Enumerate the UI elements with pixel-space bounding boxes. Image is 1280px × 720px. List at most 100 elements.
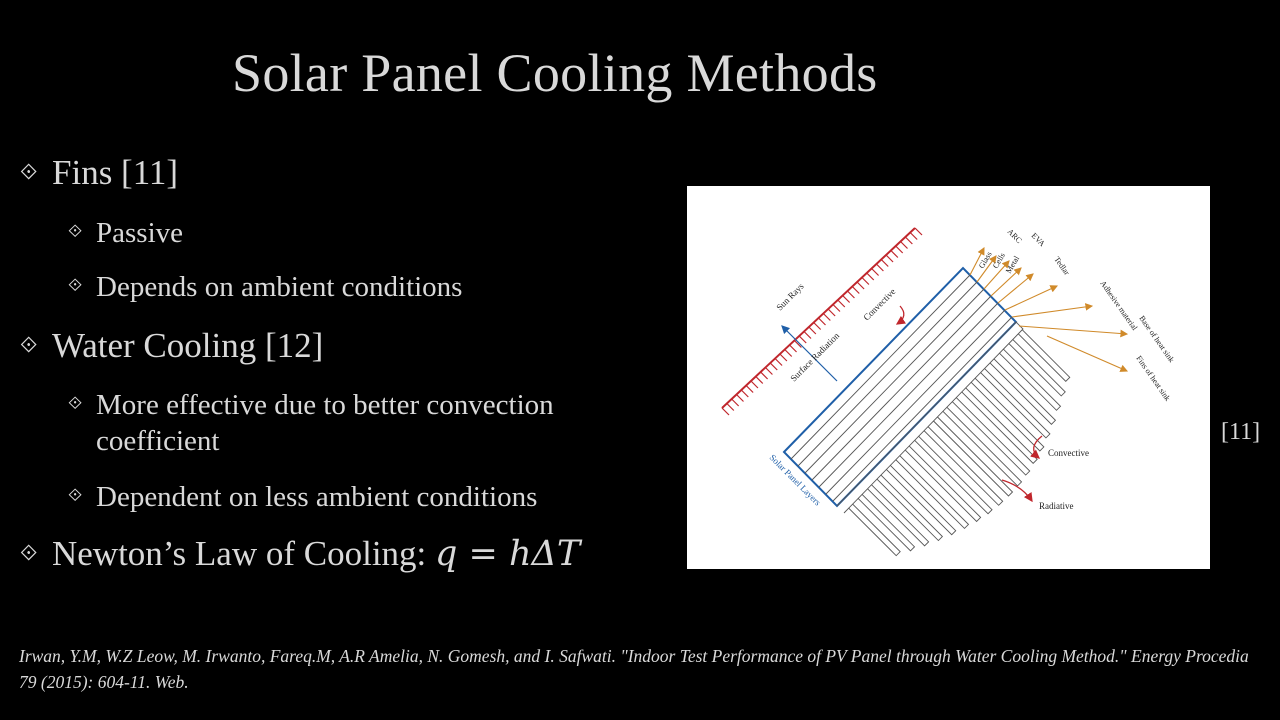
bullet-fins: ⟐ Fins [11] [20, 153, 178, 193]
diamond-bullet-icon: ⟐ [20, 541, 38, 567]
heat-sink-fin [1017, 329, 1071, 382]
sub-bullet-water-ambient: ⟐ Dependent on less ambient conditions [68, 479, 537, 517]
heat-sink-fin [923, 426, 1004, 506]
heat-sink-fin [886, 465, 957, 536]
sun-ray-tick [885, 254, 894, 263]
sun-ray-tick [890, 250, 899, 258]
label-fins-heat-sink: Fins of heat sink [1134, 354, 1172, 403]
heat-sink-fin [999, 348, 1062, 411]
label-metal: Metal [1004, 254, 1022, 275]
diamond-bullet-icon: ⟐ [20, 333, 38, 359]
sub-bullet-water-ambient-text: Dependent on less ambient conditions [96, 481, 538, 513]
sun-ray-tick [755, 376, 764, 384]
sun-ray-tick [880, 259, 889, 267]
sub-bullet-water-effective: ⟐ More effective due to better convection… [68, 387, 636, 459]
sun-ray-tick [784, 349, 793, 357]
sun-ray-tick [745, 385, 754, 393]
sun-ray-tick [851, 286, 860, 294]
bullet-newton: ⟐ Newton’s Law of Cooling: q = hΔT [20, 534, 580, 574]
sub-bullet-fins-ambient-text: Depends on ambient conditions [96, 271, 463, 303]
sub-bullet-fins-ambient: ⟐ Depends on ambient conditions [68, 269, 462, 307]
heat-sink-fin [1008, 339, 1066, 397]
bullet-fins-text: Fins [11] [52, 153, 179, 192]
solar-panel-cooling-figure: Sun Rays Convective Surface Radiation So… [687, 186, 1210, 569]
diamond-bullet-icon: ⟐ [68, 275, 83, 297]
label-arc: ARC [1006, 227, 1024, 245]
sun-ray-tick [842, 295, 851, 303]
sun-ray-tick [793, 340, 802, 348]
heat-sink-fin [914, 436, 993, 515]
heat-sink-fin [848, 503, 901, 557]
sub-bullet-water-effective-text: More effective due to better convection … [96, 389, 554, 457]
diamond-bullet-icon: ⟐ [20, 160, 38, 186]
label-tedlar: Tedlar [1052, 255, 1071, 277]
bullet-newton-text: Newton’s Law of Cooling: [52, 534, 436, 573]
heat-sink-fin [876, 474, 944, 542]
heat-sink-fin [904, 445, 982, 523]
label-solar-panel-layers: Solar Panel Layers [768, 452, 823, 507]
label-convective-top: Convective [861, 286, 897, 322]
sun-ray-tick [832, 304, 841, 312]
sun-ray-tick [818, 317, 826, 326]
heat-sink-fin [895, 455, 970, 530]
sun-ray-tick [837, 299, 846, 308]
radiative-arrow [1001, 479, 1033, 503]
surface-radiation-arrow [781, 325, 838, 382]
diamond-bullet-icon: ⟐ [68, 485, 83, 507]
sun-ray-tick [765, 367, 773, 375]
sun-ray-tick [803, 331, 812, 339]
diamond-bullet-icon: ⟐ [68, 221, 83, 243]
sun-ray-tick [871, 268, 879, 276]
sun-ray-tick [779, 353, 788, 362]
sun-ray-tick [750, 380, 759, 389]
sun-ray-tick [798, 335, 807, 344]
label-glass: Glass [977, 250, 994, 270]
sun-ray-tick [813, 322, 822, 330]
sun-ray-tick [736, 394, 744, 402]
heat-sink [836, 321, 1071, 557]
sun-ray-tick [789, 344, 797, 353]
heat-sink-fin [970, 377, 1045, 452]
sun-ray-tick [774, 358, 783, 366]
label-cells: Cells [991, 251, 1007, 270]
sun-ray-tick [769, 362, 778, 371]
heat-sink-fin [857, 494, 916, 552]
sun-ray-tick [856, 281, 865, 290]
figure-reference: [11] [1221, 419, 1261, 445]
heat-sink-fin [867, 484, 930, 547]
sun-ray-tick [740, 389, 749, 398]
layer-arrows [969, 247, 1129, 372]
sun-ray-tick [866, 272, 875, 281]
heat-sink-fin [942, 406, 1023, 487]
label-sun-rays: Sun Rays [774, 281, 806, 313]
heat-sink-fin [980, 368, 1051, 439]
sun-ray-tick [895, 245, 904, 254]
sun-rays [721, 227, 923, 416]
diamond-bullet-icon: ⟐ [68, 393, 83, 415]
solar-panel-layers [782, 266, 1018, 508]
bullet-water-cooling-text: Water Cooling [12] [52, 326, 324, 365]
sun-ray-tick [808, 326, 817, 335]
sun-ray-tick [822, 313, 831, 321]
heat-sink-fin [933, 416, 1014, 497]
slide-title: Solar Panel Cooling Methods [232, 43, 878, 103]
sub-bullet-passive-text: Passive [96, 217, 183, 249]
sun-ray-tick [909, 232, 918, 240]
newton-formula: q = hΔT [435, 534, 581, 574]
figure-diagram: Sun Rays Convective Surface Radiation So… [721, 227, 1176, 557]
convective-bottom-arrow [1030, 435, 1043, 459]
heat-sink-fin [961, 387, 1038, 464]
sun-ray-tick [875, 263, 884, 272]
label-eva: EVA [1030, 231, 1047, 248]
sun-ray-tick [900, 241, 908, 249]
sun-ray-tick [904, 236, 913, 245]
sun-ray-tick [847, 290, 855, 299]
citation: Irwan, Y.M, W.Z Leow, M. Irwanto, Fareq.… [19, 646, 1249, 692]
heat-sink-fin [989, 358, 1057, 425]
sub-bullet-passive: ⟐ Passive [68, 215, 183, 253]
label-convective-bottom: Convective [1048, 448, 1089, 458]
sun-ray-tick [861, 277, 870, 285]
sun-ray-tick [721, 407, 730, 416]
heat-sink-fin [952, 397, 1031, 476]
label-radiative: Radiative [1039, 501, 1074, 511]
